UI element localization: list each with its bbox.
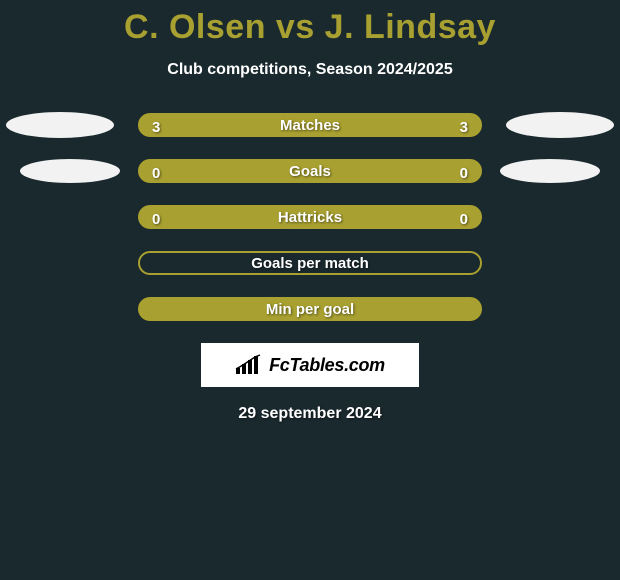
right-indicator	[500, 159, 600, 183]
stat-label: Goals per match	[251, 255, 369, 272]
stat-left-value: 3	[152, 115, 160, 139]
stat-label: Min per goal	[266, 301, 354, 318]
stat-row: Min per goal	[0, 297, 620, 321]
stat-right-value: 0	[460, 207, 468, 231]
stat-bar: Goals 0 0	[138, 159, 482, 183]
stat-label: Goals	[289, 163, 331, 180]
stat-row: Goals per match	[0, 251, 620, 275]
stat-row: Hattricks 0 0	[0, 205, 620, 229]
stat-left-value: 0	[152, 161, 160, 185]
logo-text: FcTables.com	[269, 355, 385, 376]
footer-logo: FcTables.com	[201, 343, 419, 387]
subtitle: Club competitions, Season 2024/2025	[0, 61, 620, 79]
stat-row: Goals 0 0	[0, 159, 620, 183]
stat-bar: Matches 3 3	[138, 113, 482, 137]
left-indicator	[6, 112, 114, 138]
stat-left-value: 0	[152, 207, 160, 231]
bars-icon	[235, 354, 263, 376]
page-title: C. Olsen vs J. Lindsay	[0, 0, 620, 47]
right-indicator	[506, 112, 614, 138]
stat-label: Matches	[280, 117, 340, 134]
stat-bar: Hattricks 0 0	[138, 205, 482, 229]
stat-right-value: 3	[460, 115, 468, 139]
stat-row: Matches 3 3	[0, 113, 620, 137]
comparison-widget: C. Olsen vs J. Lindsay Club competitions…	[0, 0, 620, 580]
footer-date: 29 september 2024	[0, 405, 620, 423]
left-indicator	[20, 159, 120, 183]
stat-rows: Matches 3 3 Goals 0 0 Hattricks 0 0 Goals per mat…	[0, 113, 620, 321]
stat-bar: Min per goal	[138, 297, 482, 321]
stat-right-value: 0	[460, 161, 468, 185]
stat-bar: Goals per match	[138, 251, 482, 275]
stat-label: Hattricks	[278, 209, 342, 226]
